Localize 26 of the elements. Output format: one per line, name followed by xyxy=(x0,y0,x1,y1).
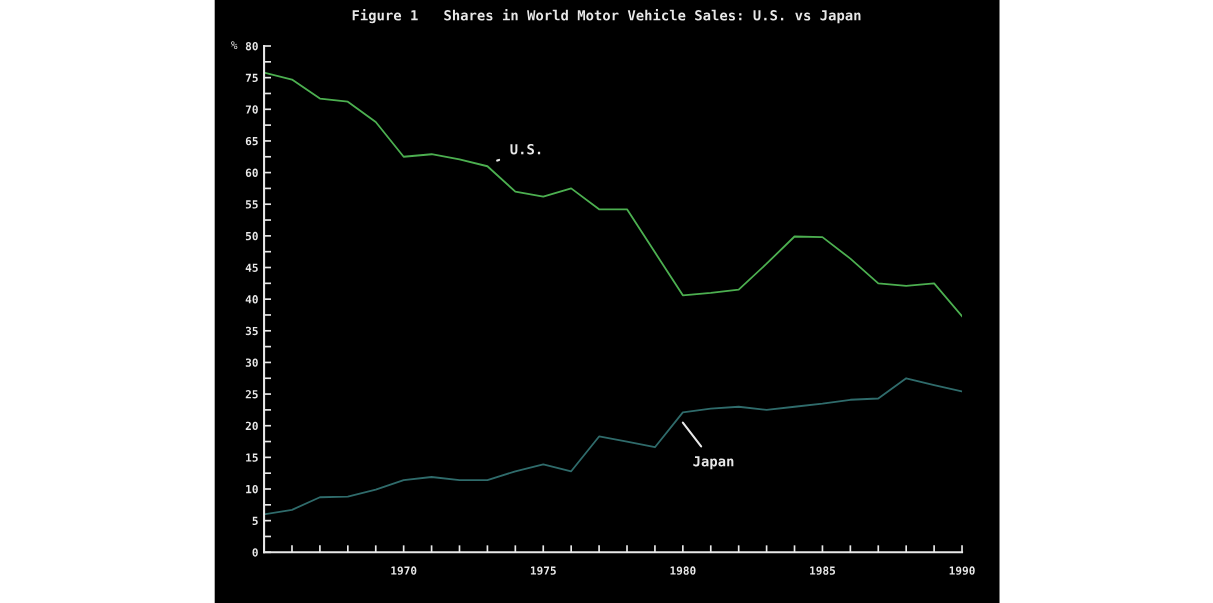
x-tick-label: 1980 xyxy=(670,566,696,575)
y-tick-label: 40 xyxy=(245,295,258,304)
y-tick-label: 25 xyxy=(245,390,258,399)
y-tick-label: 30 xyxy=(245,358,258,367)
y-tick-label: 45 xyxy=(245,263,258,272)
y-axis-title: % xyxy=(231,41,238,50)
y-tick-label: 0 xyxy=(252,548,258,557)
y-tick-label: 35 xyxy=(245,326,258,336)
y-tick-label: 5 xyxy=(252,516,258,526)
text: Japan xyxy=(693,456,734,470)
x-tick-label: 1970 xyxy=(391,566,417,575)
x-tick-label: 1990 xyxy=(949,566,975,575)
y-tick-label: 80 xyxy=(245,41,258,51)
chart-title: Figure 1 Shares in World Motor Vehicle Sales: U.S. vs Japan xyxy=(352,9,861,24)
y-tick-label: 75 xyxy=(245,73,258,83)
y-tick-label: 15 xyxy=(246,453,258,462)
x-tick-label: 1975 xyxy=(530,566,556,575)
series-label: U.S. xyxy=(510,143,541,155)
y-tick-label: 60 xyxy=(245,168,258,177)
y-tick-label: 20 xyxy=(245,421,258,431)
y-tick-label: 55 xyxy=(245,200,258,209)
y-tick-label: 50 xyxy=(245,231,258,241)
y-tick-label: 10 xyxy=(246,484,258,494)
y-tick-label: 65 xyxy=(245,136,258,146)
y-tick-label: 70 xyxy=(245,105,258,114)
x-tick-label: 1985 xyxy=(810,566,836,575)
